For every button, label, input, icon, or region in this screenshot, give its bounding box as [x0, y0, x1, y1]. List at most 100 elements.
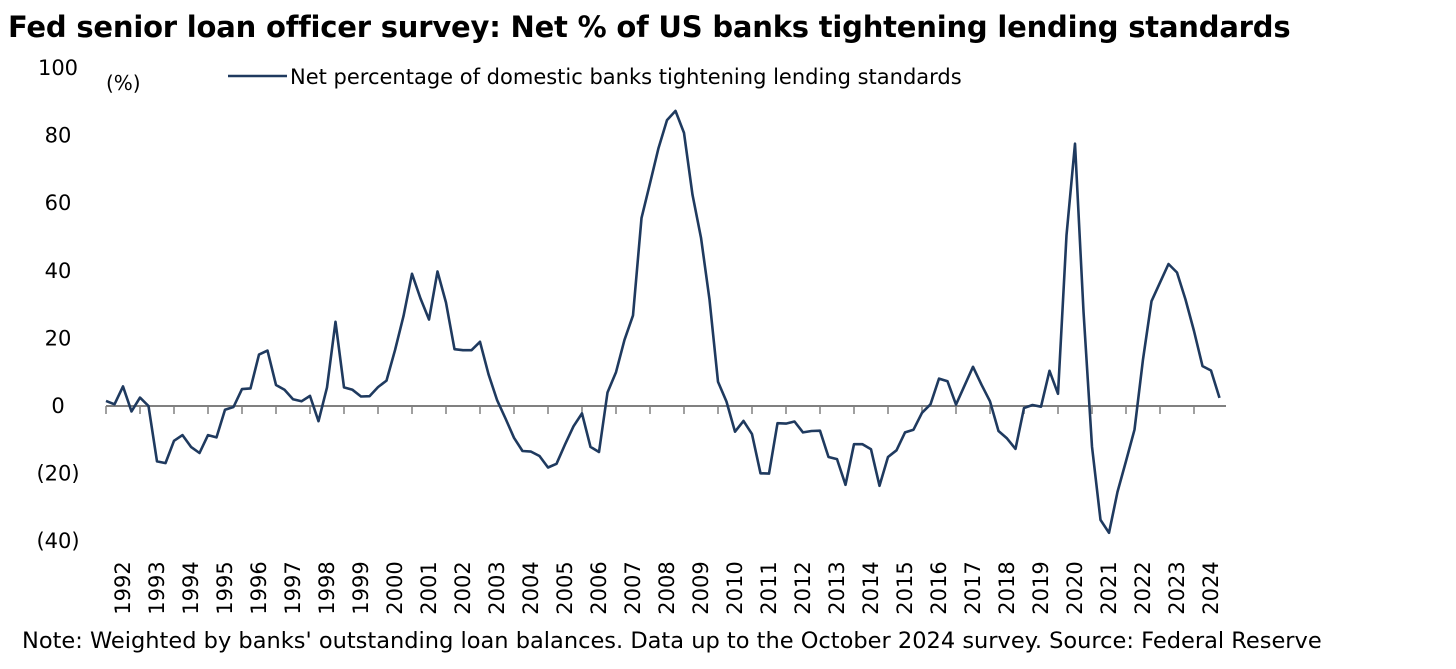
data-point	[861, 443, 863, 445]
data-point	[394, 349, 396, 351]
data-point	[878, 485, 880, 487]
y-tick-label: (20)	[36, 462, 79, 486]
x-tick-label: 2019	[1029, 561, 1053, 614]
y-tick-label: 20	[45, 326, 72, 350]
data-point	[292, 398, 294, 400]
data-point	[1116, 491, 1118, 493]
data-point	[785, 422, 787, 424]
x-tick-label: 2001	[417, 561, 441, 614]
data-point	[793, 420, 795, 422]
data-point	[275, 384, 277, 386]
data-point	[887, 456, 889, 458]
data-point	[972, 366, 974, 368]
data-point	[1159, 281, 1161, 283]
chart-title: Fed senior loan officer survey: Net % of…	[8, 10, 1291, 44]
data-point	[156, 460, 158, 462]
x-tick-label: 2013	[825, 561, 849, 614]
data-point	[385, 379, 387, 381]
data-point	[674, 110, 676, 112]
y-tick-label: 0	[51, 394, 64, 418]
y-tick-label: (40)	[36, 529, 79, 553]
x-tick-label: 2005	[553, 561, 577, 614]
data-point	[904, 431, 906, 433]
data-point	[1040, 406, 1042, 408]
data-point	[615, 371, 617, 373]
data-point	[1150, 300, 1152, 302]
data-point	[827, 456, 829, 458]
data-point	[232, 406, 234, 408]
x-tick-label: 2009	[689, 561, 713, 614]
data-point	[1031, 404, 1033, 406]
x-tick-label: 1999	[349, 561, 373, 614]
x-tick-label: 2006	[587, 561, 611, 614]
data-point	[921, 412, 923, 414]
data-point	[946, 380, 948, 382]
x-tick-label: 1998	[315, 561, 339, 614]
x-tick-label: 2012	[791, 561, 815, 614]
data-point	[649, 182, 651, 184]
data-point	[734, 431, 736, 433]
data-point	[989, 400, 991, 402]
data-point	[1133, 429, 1135, 431]
data-point	[895, 449, 897, 451]
data-point	[564, 443, 566, 445]
data-point	[632, 314, 634, 316]
data-point	[725, 400, 727, 402]
data-point	[1210, 369, 1212, 371]
x-tick-label: 2008	[655, 561, 679, 614]
x-tick-label: 2002	[451, 561, 475, 614]
data-point	[377, 386, 379, 388]
data-point	[419, 297, 421, 299]
data-point	[1057, 393, 1059, 395]
data-point	[759, 472, 761, 474]
series-line-net-tightening	[105, 109, 1221, 535]
data-point	[1014, 448, 1016, 450]
data-point	[1201, 365, 1203, 367]
data-point	[513, 437, 515, 439]
data-point	[130, 410, 132, 412]
data-point	[1125, 460, 1127, 462]
data-point	[445, 301, 447, 303]
data-point	[742, 420, 744, 422]
y-tick-label: 40	[45, 259, 72, 283]
data-point	[657, 147, 659, 149]
data-point	[853, 443, 855, 445]
data-point	[105, 400, 107, 402]
data-point	[1023, 407, 1025, 409]
x-tick-label: 1996	[247, 561, 271, 614]
data-point	[1006, 437, 1008, 439]
data-point	[470, 349, 472, 351]
data-point	[555, 463, 557, 465]
data-point	[147, 405, 149, 407]
y-axis: 100 80 60 40 20 0 (20) (40)	[36, 56, 79, 553]
x-tick-label: 2017	[961, 561, 985, 614]
data-point	[1091, 445, 1093, 447]
data-point	[368, 395, 370, 397]
data-point	[453, 348, 455, 350]
data-point	[207, 434, 209, 436]
data-point	[1074, 143, 1076, 145]
x-tick-label: 1992	[111, 561, 135, 614]
data-point	[598, 451, 600, 453]
data-point	[360, 395, 362, 397]
x-tick-label: 1993	[145, 561, 169, 614]
data-point	[521, 450, 523, 452]
data-point	[589, 446, 591, 448]
data-point	[436, 270, 438, 272]
x-tick-label: 2004	[519, 561, 543, 614]
data-point	[870, 448, 872, 450]
data-point	[819, 430, 821, 432]
data-point	[997, 430, 999, 432]
data-point	[1048, 370, 1050, 372]
x-tick-label: 2024	[1199, 561, 1223, 614]
data-point	[122, 385, 124, 387]
data-point	[606, 391, 608, 393]
y-axis-unit-label: (%)	[106, 71, 141, 95]
legend-label: Net percentage of domestic banks tighten…	[290, 65, 962, 89]
x-axis-labels: 1992 1993 1994 1995 1996 1997 1998 1999 2000 2001…	[111, 561, 1223, 614]
data-point	[249, 387, 251, 389]
data-point	[411, 273, 413, 275]
data-point	[776, 422, 778, 424]
x-tick-label: 2022	[1131, 561, 1155, 614]
data-point	[572, 425, 574, 427]
